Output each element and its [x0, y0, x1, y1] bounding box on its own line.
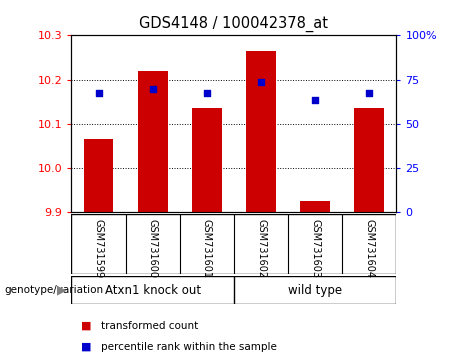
- Point: [257, 79, 265, 85]
- Text: wild type: wild type: [288, 284, 342, 297]
- Point: [203, 90, 211, 96]
- Text: Atxn1 knock out: Atxn1 knock out: [105, 284, 201, 297]
- Text: GSM731604: GSM731604: [364, 219, 374, 278]
- Point: [312, 97, 319, 102]
- Text: GSM731603: GSM731603: [310, 219, 320, 278]
- Bar: [83, 139, 113, 212]
- Text: genotype/variation: genotype/variation: [5, 285, 104, 295]
- Bar: [355, 108, 384, 212]
- Bar: [300, 201, 330, 212]
- Text: GDS4148 / 100042378_at: GDS4148 / 100042378_at: [140, 16, 328, 32]
- Point: [95, 90, 102, 96]
- Text: GSM731601: GSM731601: [202, 219, 212, 278]
- Bar: [138, 71, 168, 212]
- Text: GSM731600: GSM731600: [148, 219, 158, 278]
- Bar: [192, 108, 222, 212]
- Text: ■: ■: [81, 342, 91, 352]
- Text: GSM731602: GSM731602: [256, 219, 266, 278]
- Text: ■: ■: [81, 321, 91, 331]
- Text: GSM731599: GSM731599: [94, 219, 104, 278]
- Text: ▶: ▶: [57, 284, 67, 297]
- Point: [149, 87, 156, 92]
- Text: transformed count: transformed count: [101, 321, 199, 331]
- Bar: [246, 51, 276, 212]
- Point: [366, 90, 373, 96]
- Text: percentile rank within the sample: percentile rank within the sample: [101, 342, 278, 352]
